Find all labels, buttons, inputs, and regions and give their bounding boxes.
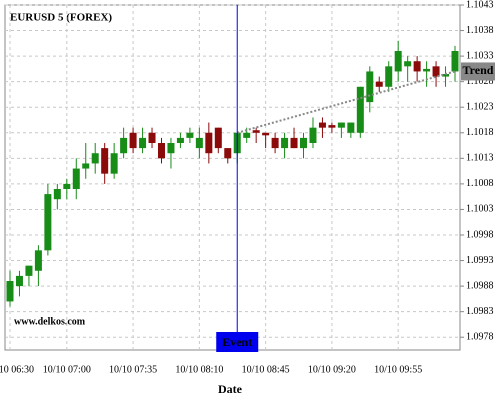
y-tick-label: 1.1028	[466, 76, 494, 87]
candle-body	[281, 137, 289, 149]
candle-body	[34, 250, 42, 271]
event-label: Event	[222, 335, 252, 349]
candle-body	[442, 74, 450, 77]
y-tick-label: 1.1008	[466, 178, 494, 189]
candle-body	[91, 153, 99, 164]
event-label-box	[216, 332, 259, 352]
candle-body	[82, 163, 90, 169]
candle-body	[53, 189, 61, 200]
candle-body	[167, 143, 175, 154]
candle-body	[214, 127, 222, 149]
candle-body	[300, 137, 308, 149]
candle-body	[176, 137, 184, 143]
y-tick-label: 1.0998	[466, 229, 494, 240]
candle-body	[120, 137, 128, 154]
candle-body	[404, 61, 412, 67]
y-tick-label: 1.1038	[466, 25, 494, 36]
candle-body	[15, 275, 23, 287]
candle-body	[385, 66, 393, 87]
candle-body	[148, 132, 156, 143]
y-tick-label: 1.1003	[466, 204, 494, 215]
x-tick-label: 10/10 07:35	[109, 364, 157, 375]
candle-body	[157, 143, 165, 159]
candle-body	[337, 122, 345, 128]
candle-body	[195, 137, 203, 149]
y-tick-label: 1.1043	[466, 0, 494, 10]
candle-body	[356, 86, 364, 133]
candle-body	[271, 137, 279, 149]
candle-body	[451, 51, 459, 72]
candle-body	[110, 153, 118, 174]
y-tick-label: 1.0978	[466, 332, 494, 343]
candle-body	[347, 122, 355, 133]
y-tick-label: 1.0993	[466, 255, 494, 266]
candle-body	[6, 281, 14, 302]
x-tick-label: 10/10 07:00	[43, 364, 91, 375]
candle-body	[394, 51, 402, 72]
watermark: www.delkos.com	[14, 316, 86, 327]
x-tick-label: 10/10 08:45	[242, 364, 290, 375]
candle-body	[375, 81, 383, 87]
x-tick-label: 10/10 08:10	[175, 364, 223, 375]
candle-body	[423, 68, 431, 72]
trend-label-box	[461, 62, 495, 81]
candle-body	[72, 168, 80, 189]
x-tick-label: 10/10 09:55	[374, 364, 422, 375]
candle-body	[318, 122, 326, 128]
trend-line	[236, 70, 456, 134]
candle-body	[101, 148, 109, 174]
candle-body	[252, 130, 260, 133]
candle-body	[290, 137, 298, 149]
candle-body	[309, 127, 317, 143]
candle-body	[205, 132, 213, 154]
candle-body	[63, 183, 71, 189]
y-tick-label: 1.0988	[466, 280, 494, 291]
x-tick-label: 10/10 06:30	[0, 364, 34, 375]
candle-body	[25, 265, 33, 276]
candle-body	[243, 132, 251, 138]
y-tick-label: 1.1018	[466, 127, 494, 138]
candle-body	[432, 66, 440, 77]
candle-body	[139, 137, 147, 149]
candle-body	[129, 132, 137, 149]
x-tick-label: 10/10 09:20	[308, 364, 356, 375]
y-tick-label: 1.1013	[466, 153, 494, 164]
y-tick-label: 1.0983	[466, 306, 494, 317]
candle-body	[262, 132, 270, 136]
candle-body	[328, 125, 336, 128]
candle-body	[224, 148, 232, 159]
trend-label: Trend	[463, 63, 494, 77]
candle-body	[44, 194, 52, 251]
y-tick-label: 1.1033	[466, 50, 494, 61]
x-axis-label: Date	[218, 382, 243, 396]
candle-body	[366, 71, 374, 103]
candle-body	[413, 61, 421, 72]
chart-title: EURUSD 5 (FOREX)	[10, 12, 112, 24]
candle-body	[186, 132, 194, 138]
y-tick-label: 1.1023	[466, 102, 494, 113]
